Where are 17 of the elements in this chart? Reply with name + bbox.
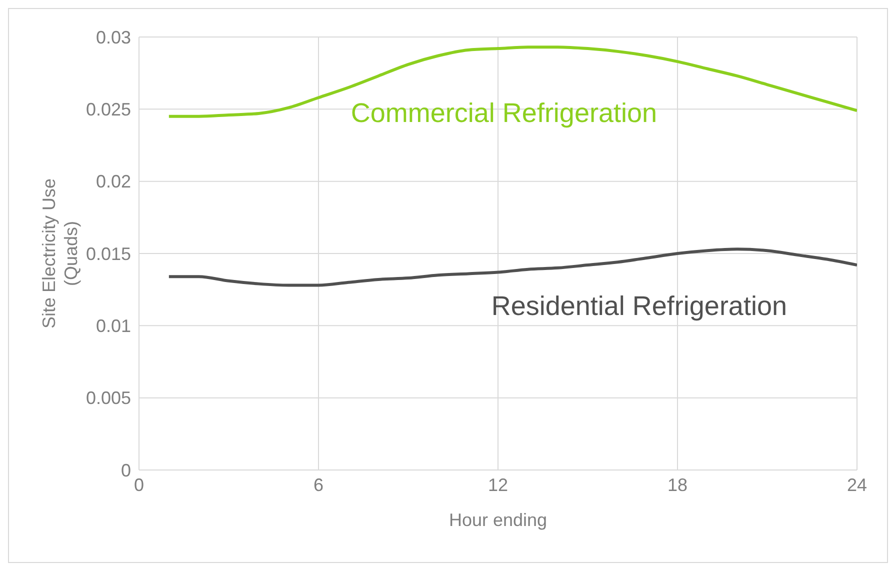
- x-tick-label: 24: [846, 474, 868, 495]
- x-tick-label: 12: [488, 474, 508, 495]
- x-tick-label: 6: [313, 474, 324, 495]
- x-tick-label: 0: [134, 474, 144, 495]
- series-label: Commercial Refrigeration: [350, 98, 658, 128]
- y-tick-label: 0: [120, 460, 131, 480]
- x-tick-label: 18: [667, 474, 688, 495]
- y-axis-title: Site Electricity Use (Quads): [39, 178, 81, 329]
- y-tick-label: 0.005: [86, 388, 131, 408]
- line-series: [167, 248, 857, 287]
- y-tick-label: 0.015: [86, 244, 131, 264]
- x-axis-title: Hour ending: [448, 510, 548, 530]
- series-label: Residential Refrigeration: [491, 291, 787, 322]
- y-tick-label: 0.025: [86, 100, 131, 120]
- y-tick-label: 0.02: [96, 172, 131, 192]
- y-tick-label: 0.01: [96, 316, 131, 336]
- y-tick-label: 0.03: [96, 27, 131, 48]
